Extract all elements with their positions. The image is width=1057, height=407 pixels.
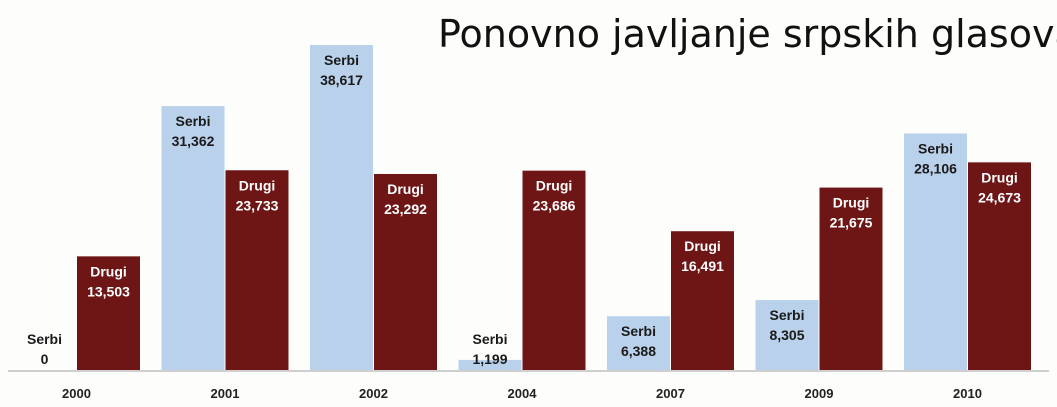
bar-drugi-2002: [374, 173, 437, 370]
bar-series-label-serbi-2009: Serbi: [769, 307, 804, 323]
bar-serbi-2001: [161, 106, 225, 370]
bar-drugi-2010: [968, 162, 1031, 370]
bar-value-label-serbi-2009: 8,305: [769, 327, 804, 343]
bar-value-label-drugi-2009: 21,675: [830, 215, 873, 231]
bar-drugi-2000: [77, 256, 140, 370]
bar-series-label-drugi-2007: Drugi: [684, 238, 721, 254]
x-tick-label-2009: 2009: [805, 386, 834, 401]
bar-series-label-serbi-2002: Serbi: [324, 52, 359, 68]
bar-series-label-drugi-2002: Drugi: [387, 181, 424, 197]
bar-drugi-2004: [522, 170, 586, 370]
bar-value-label-serbi-2000: 0: [41, 351, 49, 367]
bar-value-label-drugi-2010: 24,673: [978, 189, 1021, 205]
x-tick-label-2010: 2010: [953, 386, 982, 401]
bar-serbi-2010: [904, 133, 967, 370]
x-tick-label-2001: 2001: [211, 386, 240, 401]
bar-series-label-serbi-2001: Serbi: [175, 113, 210, 129]
bar-value-label-serbi-2002: 38,617: [320, 72, 363, 88]
bar-drugi-2007: [671, 231, 734, 370]
bar-series-label-serbi-2010: Serbi: [918, 140, 953, 156]
bar-series-label-serbi-2007: Serbi: [621, 323, 656, 339]
bar-value-label-serbi-2010: 28,106: [914, 160, 957, 176]
bar-value-label-drugi-2000: 13,503: [87, 283, 130, 299]
bar-serbi-2004: [458, 359, 522, 370]
x-tick-label-2007: 2007: [656, 386, 685, 401]
bar-series-label-drugi-2010: Drugi: [981, 169, 1018, 185]
bar-series-label-drugi-2000: Drugi: [90, 263, 127, 279]
bar-drugi-2001: [225, 170, 289, 370]
bar-value-label-drugi-2004: 23,686: [533, 198, 576, 214]
bar-serbi-2009: [755, 300, 819, 370]
x-tick-label-2000: 2000: [62, 386, 91, 401]
bar-value-label-drugi-2001: 23,733: [236, 197, 279, 213]
bar-value-label-drugi-2007: 16,491: [681, 258, 724, 274]
bar-drugi-2009: [819, 187, 883, 370]
bar-value-label-drugi-2002: 23,292: [384, 201, 427, 217]
bar-value-label-serbi-2001: 31,362: [172, 133, 215, 149]
bar-series-label-serbi-2000: Serbi: [27, 331, 62, 347]
chart-title: Ponovno javljanje srpskih glasova: [438, 12, 1057, 56]
bar-series-label-drugi-2001: Drugi: [239, 177, 276, 193]
bar-value-label-serbi-2007: 6,388: [621, 343, 656, 359]
bar-series-label-drugi-2004: Drugi: [536, 178, 573, 194]
x-tick-label-2004: 2004: [508, 386, 538, 401]
bar-serbi-2002: [310, 45, 373, 370]
bar-value-label-serbi-2004: 1,199: [472, 351, 507, 367]
x-tick-label-2002: 2002: [359, 386, 388, 401]
bar-serbi-2007: [607, 316, 670, 370]
bar-series-label-serbi-2004: Serbi: [472, 331, 507, 347]
bar-series-label-drugi-2009: Drugi: [833, 195, 870, 211]
